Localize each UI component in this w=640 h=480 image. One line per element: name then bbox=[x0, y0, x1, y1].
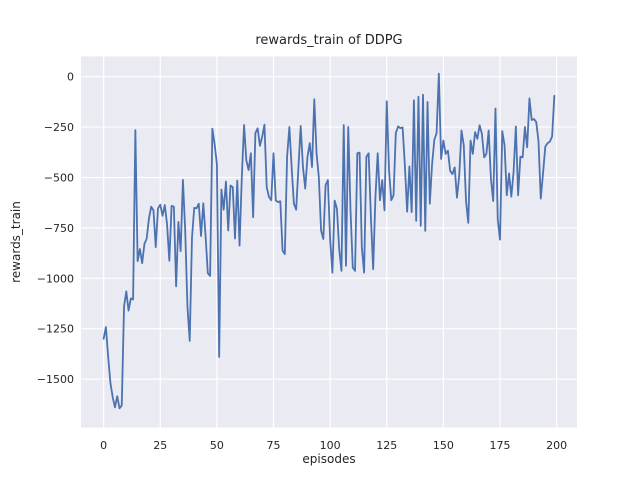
y-tick-label: −750 bbox=[44, 222, 74, 235]
series-line-rewards_train bbox=[102, 72, 556, 410]
y-tick-label: −250 bbox=[44, 121, 74, 134]
y-tick-label: −500 bbox=[44, 171, 74, 184]
x-tick-label: 125 bbox=[376, 439, 397, 452]
x-tick-label: 75 bbox=[267, 439, 281, 452]
x-tick-label: 150 bbox=[433, 439, 454, 452]
x-axis-label: episodes bbox=[302, 452, 356, 466]
chart-title: rewards_train of DDPG bbox=[255, 33, 403, 48]
y-tick-label: 0 bbox=[67, 71, 74, 84]
y-axis-label: rewards_train bbox=[9, 201, 23, 283]
x-tick-label: 0 bbox=[100, 439, 107, 452]
x-tick-label: 50 bbox=[210, 439, 224, 452]
y-tick-label: −1500 bbox=[37, 373, 74, 386]
x-tick-label: 100 bbox=[320, 439, 341, 452]
x-tick-label: 200 bbox=[546, 439, 567, 452]
x-tick-label: 25 bbox=[153, 439, 167, 452]
y-tick-label: −1000 bbox=[37, 272, 74, 285]
x-tick-label: 175 bbox=[489, 439, 510, 452]
y-tick-label: −1250 bbox=[37, 323, 74, 336]
